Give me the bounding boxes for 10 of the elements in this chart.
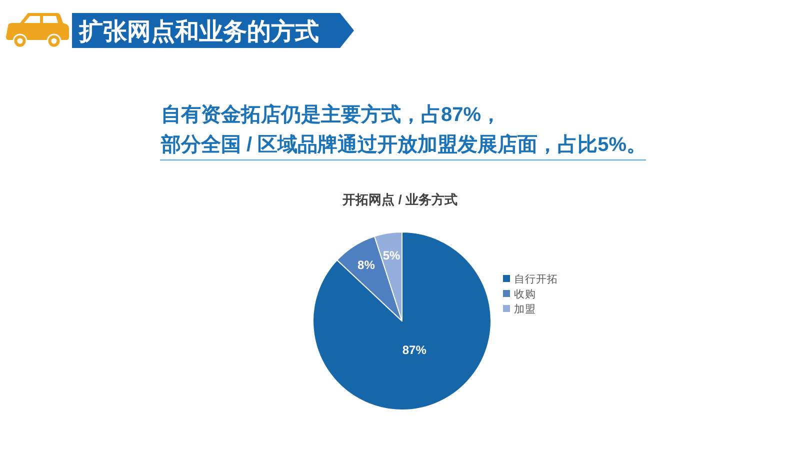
data-label: 5%: [382, 248, 401, 263]
chart-title: 扩张网点和业务的方式: [78, 18, 319, 46]
data-label: 87%: [402, 343, 427, 358]
data-label: 8%: [358, 258, 376, 272]
text: 开拓网点 / 业务方式: [342, 192, 458, 207]
legend-label: 加盟: [514, 302, 536, 316]
chart-subtitle: 自有资金拓店仍是主要方式，占87%，: [161, 103, 502, 126]
legend-label: 收购: [514, 288, 536, 300]
text: 部分全国 / 区域品牌通过开放加盟发展店面，占比5%。: [160, 133, 647, 156]
legend-label: 自行开拓: [514, 274, 558, 286]
